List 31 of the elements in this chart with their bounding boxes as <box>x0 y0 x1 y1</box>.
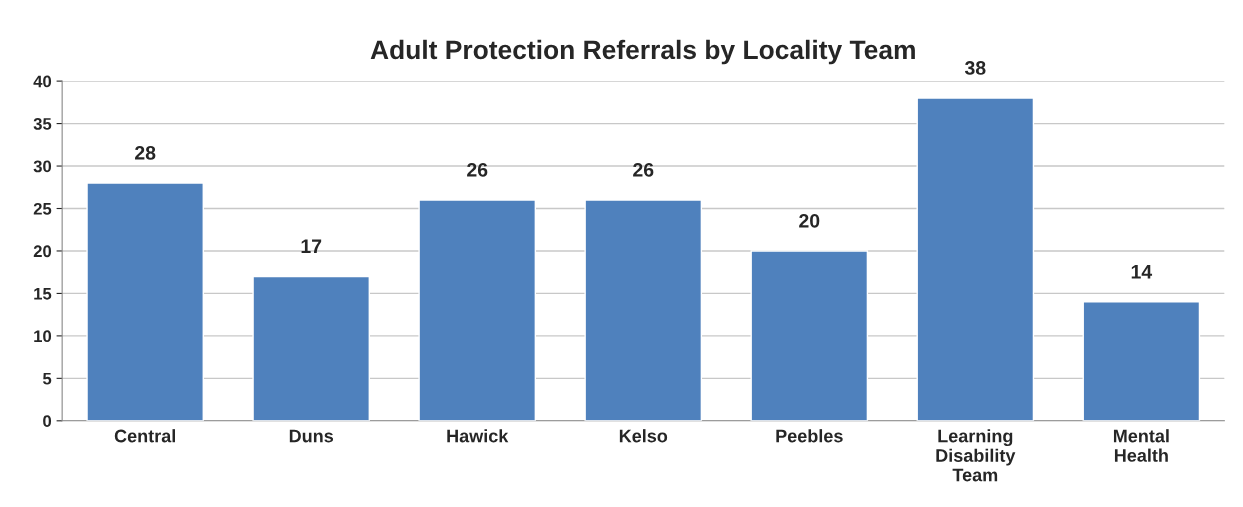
x-tick-label: Mental Health <box>1113 429 1169 462</box>
y-tick-label: 0 <box>43 415 52 428</box>
y-tick-label: 30 <box>33 160 52 173</box>
y-tick-label: 10 <box>34 330 52 343</box>
x-tick-label: Peebles <box>776 429 843 443</box>
data-label: 26 <box>467 162 488 177</box>
data-label: 28 <box>135 145 156 160</box>
bar <box>418 199 537 421</box>
bar <box>584 199 703 421</box>
data-label: 38 <box>964 61 986 75</box>
x-tick-label: Hawick <box>447 429 509 443</box>
x-tick-label: Learning Disability Team <box>936 429 1016 482</box>
data-label: 20 <box>799 213 820 228</box>
data-label: 17 <box>301 239 322 253</box>
bar <box>750 250 869 421</box>
x-tick-label: Kelso <box>619 429 668 443</box>
data-label: 14 <box>1131 265 1153 279</box>
bar <box>86 182 204 421</box>
y-tick-label: 20 <box>33 245 52 258</box>
y-tick-label: 15 <box>34 288 52 300</box>
data-label: 26 <box>633 162 654 177</box>
x-tick-label: Central <box>114 429 175 443</box>
y-tick-label: 35 <box>33 117 52 130</box>
y-tick-label: 40 <box>33 75 52 88</box>
y-tick-label: 5 <box>42 372 52 385</box>
bar <box>1082 301 1201 421</box>
bar <box>252 275 370 421</box>
y-tick-label: 25 <box>33 202 52 215</box>
chart-title: Adult Protection Referrals by Locality Team <box>370 39 915 65</box>
x-tick-label: Duns <box>289 429 334 443</box>
bar <box>916 97 1035 421</box>
